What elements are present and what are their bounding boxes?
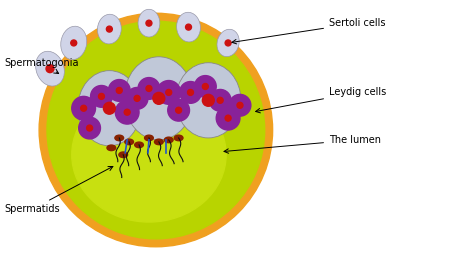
Ellipse shape: [78, 71, 141, 146]
Ellipse shape: [125, 139, 134, 145]
Circle shape: [99, 93, 104, 99]
Ellipse shape: [174, 135, 183, 141]
Circle shape: [216, 106, 240, 130]
Circle shape: [202, 94, 214, 106]
Circle shape: [188, 89, 193, 95]
Circle shape: [138, 78, 160, 99]
Text: The lumen: The lumen: [224, 135, 381, 153]
Circle shape: [180, 82, 201, 103]
Ellipse shape: [98, 14, 121, 44]
Circle shape: [185, 24, 191, 30]
Circle shape: [202, 84, 208, 89]
Circle shape: [146, 85, 152, 92]
Text: Sertoli cells: Sertoli cells: [232, 18, 385, 44]
Circle shape: [124, 109, 130, 115]
Ellipse shape: [115, 135, 124, 141]
Circle shape: [176, 107, 182, 113]
Ellipse shape: [176, 63, 241, 138]
Circle shape: [217, 97, 223, 103]
Ellipse shape: [135, 142, 144, 148]
Circle shape: [71, 40, 77, 46]
Circle shape: [225, 115, 231, 121]
Circle shape: [103, 102, 115, 114]
Text: Leydig cells: Leydig cells: [255, 87, 386, 113]
Circle shape: [225, 40, 231, 46]
Circle shape: [157, 80, 181, 104]
Circle shape: [47, 21, 264, 239]
Circle shape: [39, 13, 273, 247]
Circle shape: [153, 92, 165, 104]
Ellipse shape: [124, 57, 193, 140]
Ellipse shape: [155, 139, 163, 145]
Text: Spermatogonia: Spermatogonia: [4, 58, 79, 74]
Ellipse shape: [177, 12, 201, 42]
Ellipse shape: [72, 88, 226, 222]
Circle shape: [87, 125, 92, 131]
Circle shape: [109, 79, 130, 101]
Ellipse shape: [164, 137, 173, 143]
Circle shape: [194, 75, 216, 97]
Ellipse shape: [36, 51, 64, 86]
Circle shape: [210, 89, 231, 111]
Ellipse shape: [145, 135, 153, 141]
Circle shape: [115, 100, 139, 124]
Circle shape: [116, 88, 122, 93]
Circle shape: [229, 94, 251, 116]
Ellipse shape: [61, 26, 87, 60]
Text: Spermatids: Spermatids: [4, 166, 113, 214]
Circle shape: [106, 26, 112, 32]
Circle shape: [237, 102, 243, 108]
Circle shape: [126, 88, 148, 109]
Circle shape: [81, 105, 87, 111]
Circle shape: [79, 117, 100, 139]
Circle shape: [168, 99, 190, 121]
Circle shape: [134, 95, 140, 101]
Ellipse shape: [107, 145, 116, 151]
Circle shape: [91, 85, 112, 107]
Circle shape: [46, 65, 54, 73]
Circle shape: [72, 96, 95, 120]
Ellipse shape: [119, 152, 128, 158]
Ellipse shape: [217, 29, 239, 57]
Circle shape: [166, 89, 172, 95]
Ellipse shape: [138, 9, 160, 37]
Circle shape: [146, 20, 152, 26]
